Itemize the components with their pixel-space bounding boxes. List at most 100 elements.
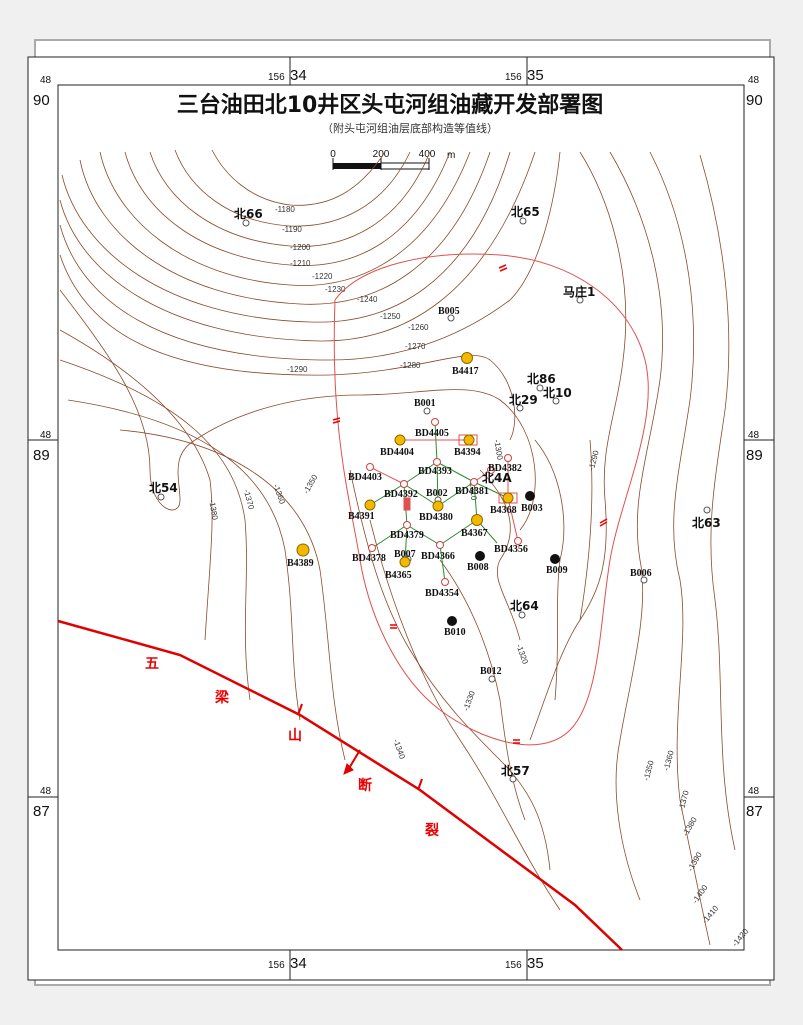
well-marker (441, 578, 449, 586)
well-label: B002 (426, 488, 448, 499)
well-marker (550, 554, 560, 564)
contour-label: -1310 (468, 479, 479, 501)
grid-x-small-bottom-34: 156 (268, 960, 285, 971)
well-label: B007 (394, 549, 416, 560)
well-marker (399, 556, 411, 568)
well-marker (509, 775, 517, 783)
well-marker (514, 537, 522, 545)
well-label: BD4403 (348, 472, 382, 483)
fault-char: 断 (358, 777, 372, 794)
well-label: BD4380 (419, 512, 453, 523)
grid-y-big-89-right: 89 (746, 447, 763, 464)
well-marker (518, 611, 526, 619)
well-marker (400, 480, 408, 488)
well-marker (640, 576, 648, 584)
well-marker (447, 616, 457, 626)
contour-label: -1190 (282, 225, 302, 234)
well-label: BD4405 (415, 428, 449, 439)
grid-x-big-bottom-34: 34 (290, 955, 307, 972)
well-marker (525, 491, 535, 501)
grid-labels: 156 34 156 35 156 34 156 35 48 90 48 90 … (28, 57, 774, 980)
grid-x-big-top-34: 34 (290, 67, 307, 84)
well-label: BD4382 (488, 463, 522, 474)
well-label: BD4404 (380, 447, 414, 458)
well-network-red (369, 434, 519, 542)
well-label: 北63 (692, 515, 721, 530)
well-label: B006 (630, 568, 652, 579)
well-label: B012 (480, 666, 502, 677)
map-subtitle: （附头屯河组油层底部构造等值线） (322, 121, 498, 135)
well-label: 北86 (527, 371, 556, 386)
well-marker (242, 219, 250, 227)
well-marker (461, 352, 473, 364)
contour-label: -1300 (492, 439, 505, 461)
grid-y-big-87-left: 87 (33, 803, 50, 820)
grid-y-small-90-right: 48 (748, 75, 760, 86)
well-marker (475, 551, 485, 561)
well-marker (502, 492, 514, 504)
fault-char: 五 (145, 656, 159, 672)
well-label: 北65 (511, 204, 540, 219)
well-label: 北57 (501, 763, 530, 778)
planned-well-markers (366, 418, 522, 586)
well-marker (470, 478, 478, 486)
well-label: 北29 (509, 392, 538, 407)
contour-label: -1260 (408, 323, 429, 332)
contour-label: -1290 (287, 365, 308, 374)
scale-unit: m (447, 150, 455, 161)
contour-label: -1270 (405, 342, 426, 351)
well-label: B005 (438, 306, 460, 317)
well-label: BD4354 (425, 588, 459, 599)
reservoir-boundary (333, 253, 649, 746)
well-label: BD4366 (421, 551, 455, 562)
grid-y-small-89-right: 48 (748, 430, 760, 441)
scale-tick-400: 400 (419, 149, 436, 160)
contour-label: -1240 (357, 295, 378, 304)
well-label: 北54 (149, 480, 178, 495)
well-marker (432, 500, 444, 512)
grid-x-small-top-35: 156 (505, 72, 522, 83)
well-label: B010 (444, 627, 466, 638)
fault-char: 裂 (424, 822, 439, 839)
well-marker (516, 404, 524, 412)
well-label: B4391 (348, 511, 375, 522)
well-marker (447, 314, 455, 322)
grid-x-big-bottom-35: 35 (527, 955, 544, 972)
well-label: B4417 (452, 366, 479, 377)
grid-x-big-top-35: 35 (527, 67, 544, 84)
well-label: BD4381 (455, 486, 489, 497)
contour-label: -1210 (290, 259, 311, 268)
fault-char: 梁 (214, 689, 230, 706)
well-marker (576, 296, 584, 304)
grid-y-small-87-left: 48 (40, 786, 52, 797)
structure-contours (59, 149, 736, 946)
grid-y-small-87-right: 48 (748, 786, 760, 797)
well-marker (703, 506, 711, 514)
contour-label: -1220 (312, 272, 333, 281)
grid-y-big-89-left: 89 (33, 447, 50, 464)
wuliangshan-fault: 五 梁 山 断 裂 (57, 619, 623, 951)
well-label: B008 (467, 562, 489, 573)
well-marker (423, 407, 431, 415)
well-marker (487, 466, 495, 474)
grid-y-big-90-right: 90 (746, 92, 763, 109)
contour-label: -1200 (290, 243, 311, 252)
well-label: B009 (546, 565, 568, 576)
well-label: BD4378 (352, 553, 386, 564)
well-label: B003 (521, 503, 543, 514)
exploration-well-markers (157, 217, 711, 783)
well-label: 北10 (543, 385, 572, 400)
well-marker (536, 384, 544, 392)
well-marker (488, 675, 496, 683)
well-marker (552, 397, 560, 405)
map-title: 三台油田北10井区头屯河组油藏开发部署图 (177, 92, 604, 118)
black-well-markers (447, 491, 560, 626)
fault-char: 山 (288, 728, 302, 744)
well-marker (296, 543, 310, 557)
well-label: BD4379 (390, 530, 424, 541)
well-label: B4365 (385, 570, 412, 581)
well-label: B001 (414, 398, 436, 409)
well-label: B4389 (287, 558, 314, 569)
well-marker (519, 217, 527, 225)
contour-label: -1250 (380, 312, 401, 321)
